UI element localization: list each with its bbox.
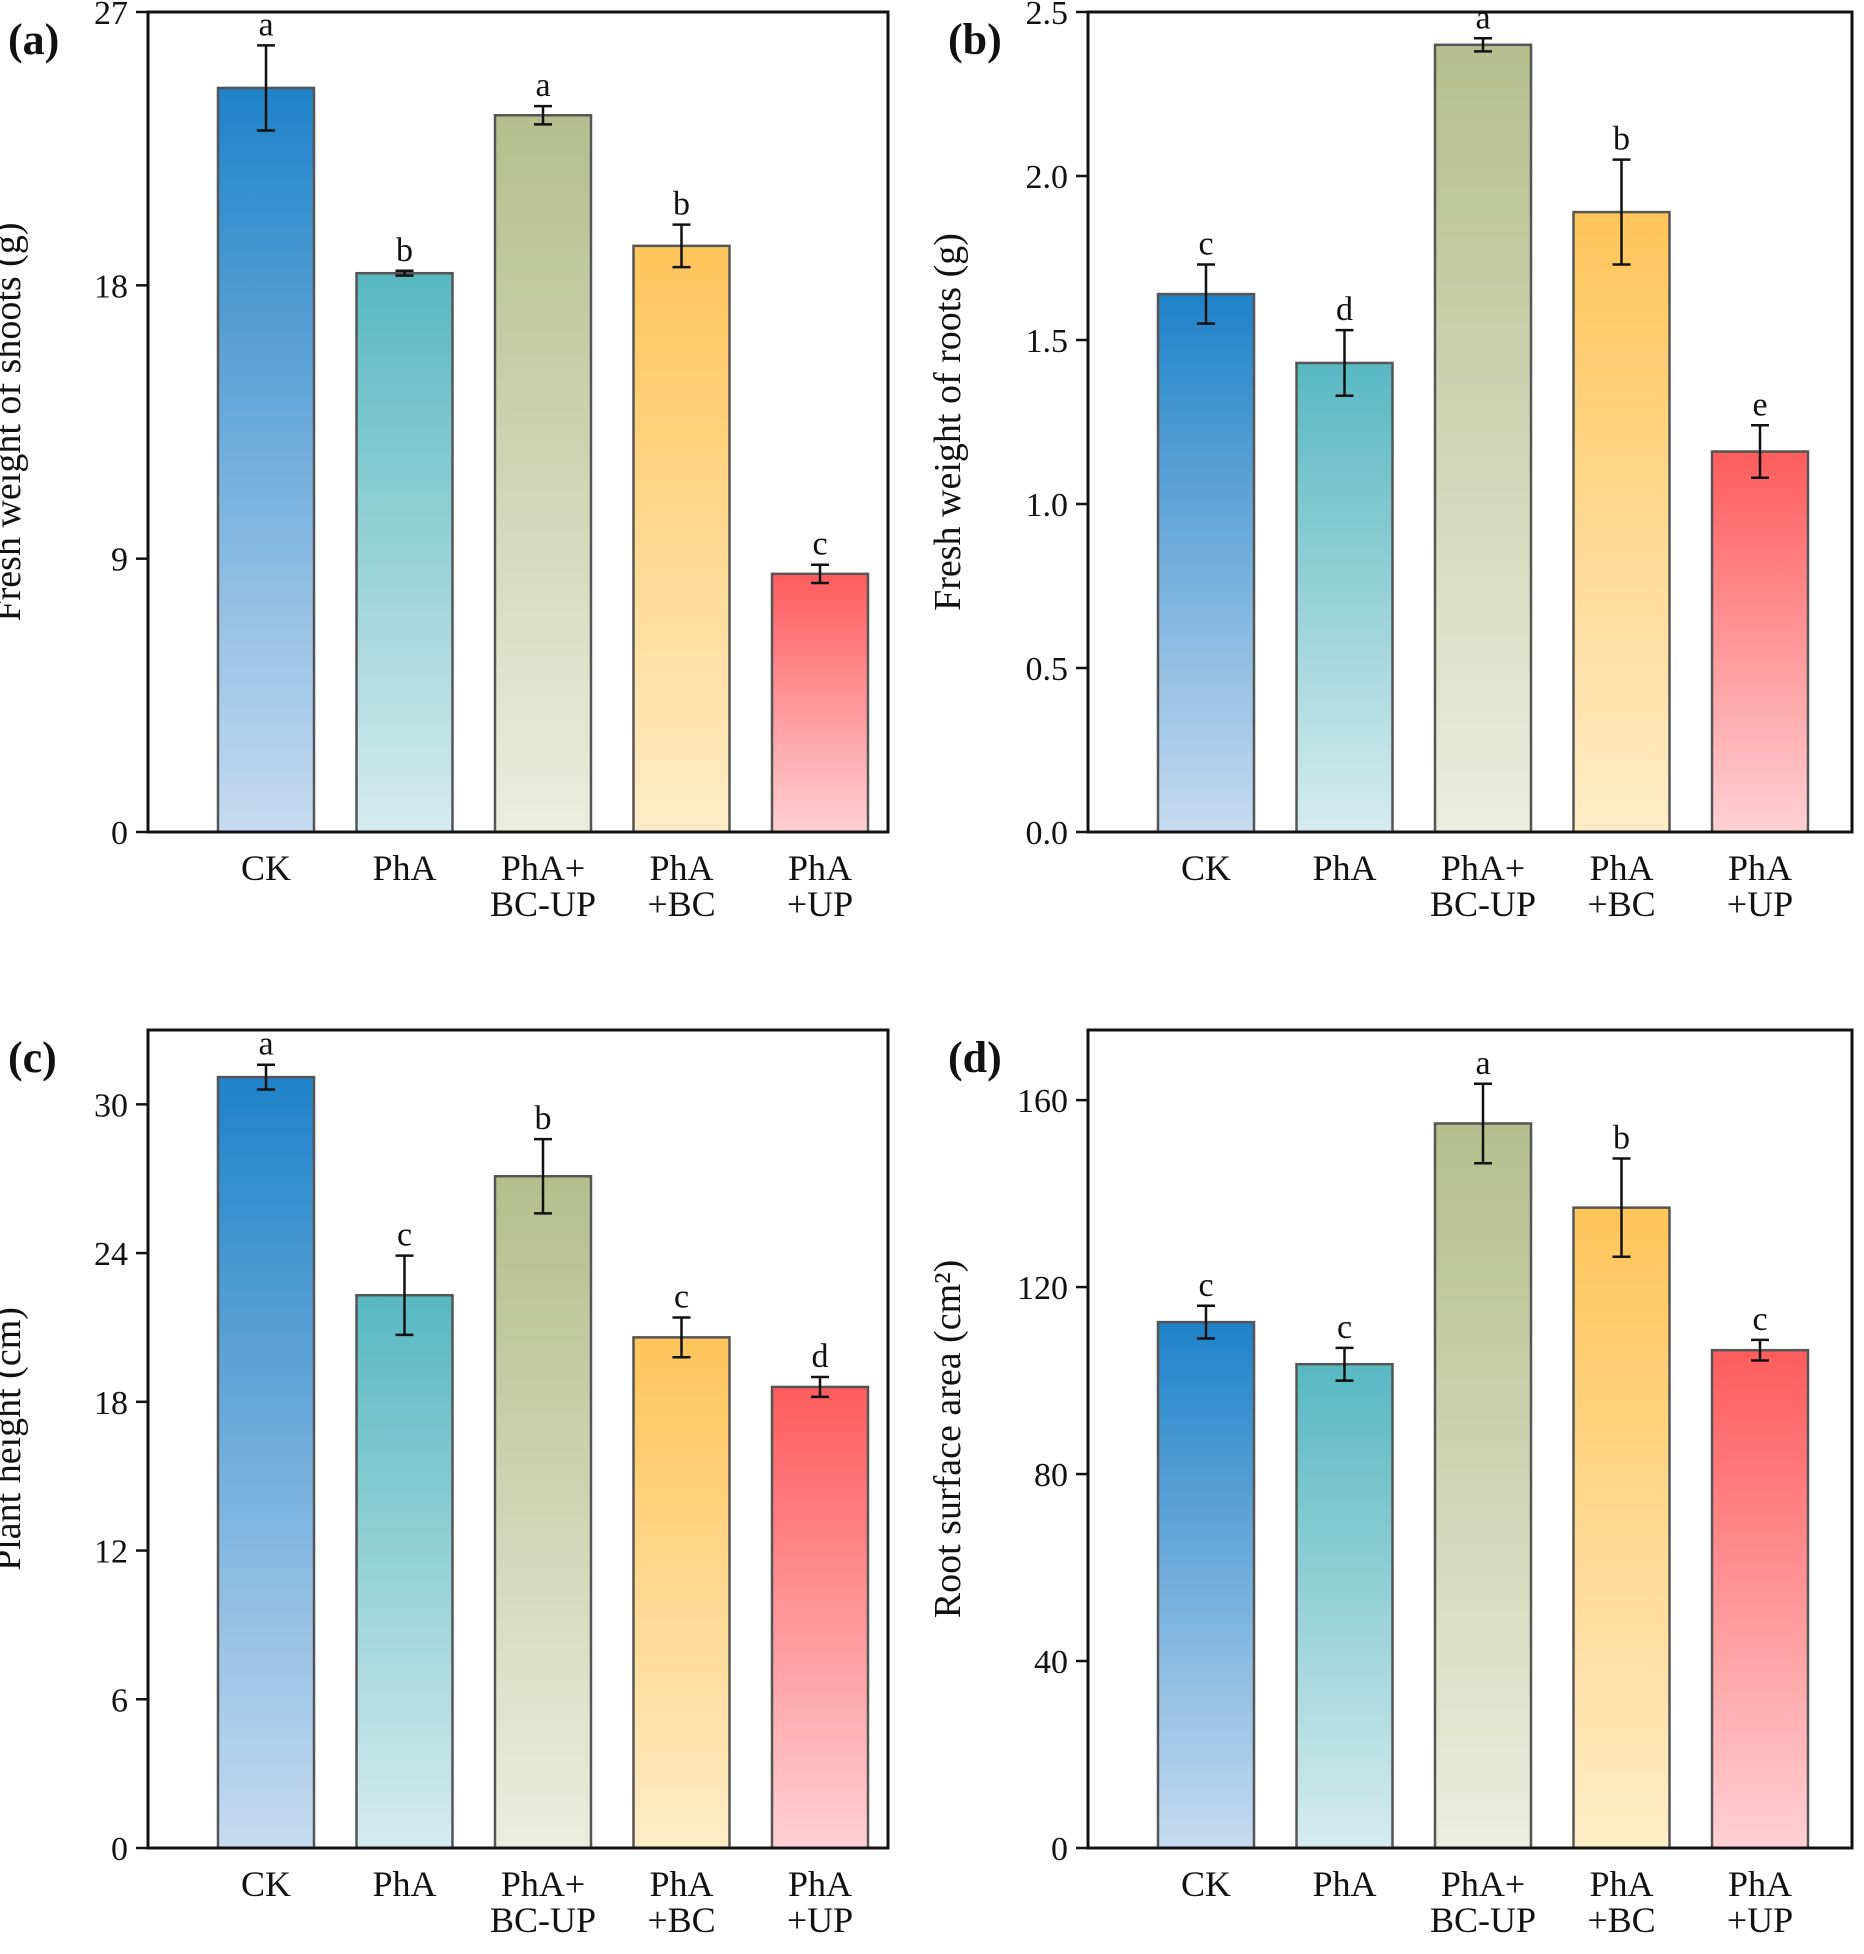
bar-pha-up [770, 572, 870, 834]
y-axis-title: Root surface area (cm²) [927, 1260, 969, 1618]
x-category-label: CK [1181, 1864, 1231, 1904]
significance-label: b [673, 186, 690, 223]
x-category-label: PhA+ BC-UP [490, 1864, 596, 1940]
y-tick-label: 80 [1034, 1457, 1068, 1494]
x-category-label: PhA +UP [1727, 848, 1793, 924]
bar-pha-bc [632, 1336, 731, 1850]
y-tick-label: 2.5 [1026, 0, 1069, 32]
y-tick-label: 6 [111, 1682, 128, 1719]
significance-label: a [1475, 1045, 1490, 1082]
y-axis-title: Fresh weight of roots (g) [927, 233, 969, 611]
panel-label: (a) [8, 15, 59, 64]
bar-pha-bc-up [1433, 1122, 1533, 1850]
y-tick-label: 9 [111, 542, 128, 579]
y-tick-label: 120 [1017, 1270, 1068, 1307]
bar-pha-up [1710, 1348, 1810, 1850]
bar-pha [1295, 361, 1394, 834]
y-tick-label: 18 [94, 268, 128, 305]
significance-label: b [1613, 1120, 1630, 1157]
x-category-label: PhA [1312, 848, 1376, 888]
significance-label: c [397, 1217, 412, 1254]
bar-pha-bc-up [493, 1174, 593, 1850]
chart-panel-b: (b) 0.0 0.5 1.0 1.5 2.0 2.5 Fresh weight of roo… [927, 0, 1854, 924]
chart-panel-a: (a) 0 9 18 27 Fresh weight of shoots (g) a CK b P… [0, 0, 890, 924]
x-category-label: CK [241, 848, 291, 888]
y-tick-label: 18 [94, 1385, 128, 1422]
y-tick-label: 0.0 [1026, 815, 1069, 852]
plot-frame [146, 1028, 890, 1850]
x-category-label: PhA [1312, 1864, 1376, 1904]
significance-label: a [1475, 0, 1490, 36]
bar-ck [216, 1075, 316, 1850]
bar-pha [355, 1293, 454, 1850]
significance-label: c [1752, 1301, 1767, 1338]
y-tick-label: 1.5 [1026, 323, 1069, 360]
y-tick-label: 2.0 [1026, 159, 1069, 196]
significance-label: b [535, 1100, 552, 1137]
y-axis-title: Plant height (cm) [0, 1307, 29, 1571]
significance-label: d [812, 1338, 829, 1375]
bar-ck [1156, 1320, 1256, 1850]
bar-pha-up [770, 1385, 870, 1850]
y-tick-label: 40 [1034, 1644, 1068, 1681]
significance-label: b [396, 232, 413, 269]
chart-panel-d: (d) 0 40 80 120 160 Root surface area (cm²) c CK… [927, 1028, 1854, 1940]
plot-frame [146, 10, 890, 834]
bar-ck [216, 86, 316, 834]
x-category-label: PhA [372, 848, 436, 888]
x-category-label: PhA+ BC-UP [490, 848, 596, 924]
panel-label: (c) [8, 1033, 57, 1082]
bar-pha-bc-up [493, 114, 593, 834]
x-category-label: CK [241, 1864, 291, 1904]
significance-label: d [1336, 291, 1353, 328]
significance-label: c [1198, 226, 1213, 263]
x-category-label: PhA +UP [787, 848, 853, 924]
y-tick-label: 0 [111, 1831, 128, 1868]
y-tick-label: 0 [1051, 1831, 1068, 1868]
bar-pha-bc-up [1433, 43, 1533, 834]
x-category-label: PhA +BC [1587, 848, 1655, 924]
significance-label: c [1198, 1267, 1213, 1304]
x-category-label: PhA +BC [647, 1864, 715, 1940]
panel-label: (d) [948, 1033, 1002, 1082]
bar-pha-bc [632, 244, 731, 834]
plot-frame [1086, 1028, 1854, 1850]
y-tick-label: 30 [94, 1087, 128, 1124]
x-category-label: PhA [372, 1864, 436, 1904]
significance-label: c [812, 526, 827, 563]
bar-pha-up [1710, 450, 1810, 834]
y-tick-label: 27 [94, 0, 128, 32]
significance-label: a [258, 1026, 273, 1063]
y-tick-label: 24 [94, 1236, 128, 1273]
x-category-label: CK [1181, 848, 1231, 888]
panel-label: (b) [948, 15, 1002, 64]
y-axis-title: Fresh weight of shoots (g) [0, 223, 29, 622]
bar-pha [355, 271, 454, 834]
bar-pha [1295, 1362, 1394, 1850]
y-tick-label: 160 [1017, 1083, 1068, 1120]
x-category-label: PhA+ BC-UP [1430, 848, 1536, 924]
x-category-label: PhA +BC [1587, 1864, 1655, 1940]
bar-pha-bc [1572, 1206, 1671, 1850]
x-category-label: PhA +UP [1727, 1864, 1793, 1940]
x-category-label: PhA+ BC-UP [1430, 1864, 1536, 1940]
significance-label: c [674, 1279, 689, 1316]
significance-label: a [258, 6, 273, 43]
y-tick-label: 12 [94, 1534, 128, 1571]
significance-label: b [1613, 121, 1630, 158]
x-category-label: PhA +BC [647, 848, 715, 924]
bar-pha-bc [1572, 210, 1671, 834]
y-tick-label: 1.0 [1026, 487, 1069, 524]
chart-panel-c: (c) 0 6 12 18 24 30 Plant height (cm) a CK c PhA b Ph… [0, 1026, 890, 1940]
significance-label: a [535, 67, 550, 104]
significance-label: e [1752, 386, 1767, 423]
significance-label: c [1337, 1309, 1352, 1346]
bar-ck [1156, 292, 1256, 834]
plot-frame [1086, 10, 1854, 834]
x-category-label: PhA +UP [787, 1864, 853, 1940]
y-tick-label: 0.5 [1026, 651, 1069, 688]
y-tick-label: 0 [111, 815, 128, 852]
